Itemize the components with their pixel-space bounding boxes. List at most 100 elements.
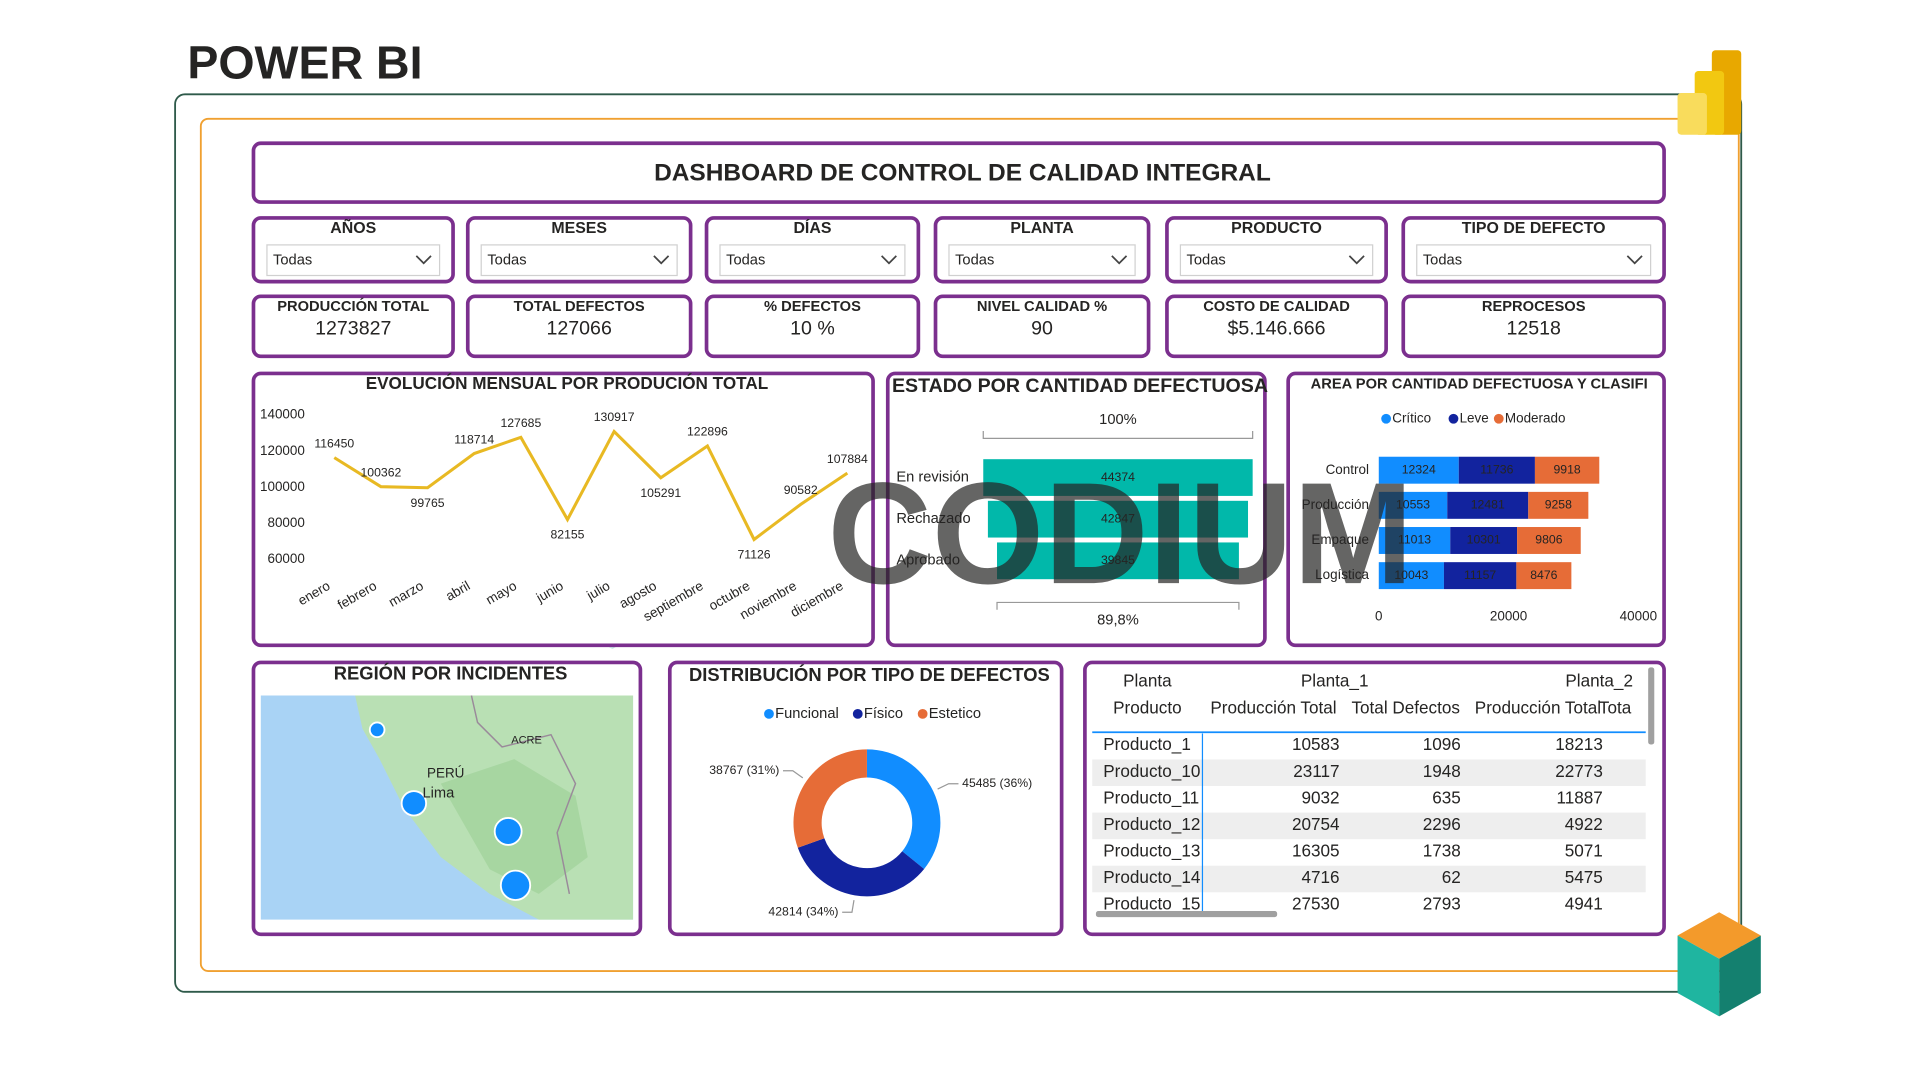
chart-title: EVOLUCIÓN MENSUAL POR PRODUCIÓN TOTAL (366, 373, 768, 393)
donut-slice (793, 749, 867, 848)
table-cell: Producto_13 (1103, 841, 1200, 861)
donut-slice (866, 749, 941, 869)
data-label: 8476 (1530, 568, 1557, 582)
table-cell: 18213 (1555, 734, 1603, 754)
chart-title: REGIÓN POR INCIDENTES (334, 663, 568, 684)
table-header: Planta_1 (1301, 671, 1369, 691)
data-label: 9806 (1535, 533, 1562, 547)
dropdown-value: Todas (273, 253, 312, 269)
map-bubble (499, 869, 532, 901)
panel (933, 294, 1151, 359)
table-header: Producción Total (1475, 698, 1601, 718)
bar-segment (1378, 456, 1459, 484)
category-label: Empaque (1311, 532, 1369, 547)
donut-slice (797, 838, 925, 897)
bracket (996, 601, 1240, 610)
bar-segment (1517, 527, 1581, 554)
data-label: 9258 (1545, 498, 1572, 512)
table-cell: 5475 (1565, 867, 1603, 887)
dropdown[interactable] (719, 244, 906, 277)
dashboard-title: DASHBOARD DE CONTROL DE CALIDAD INTEGRAL (654, 159, 1271, 186)
dropdown[interactable] (266, 244, 441, 277)
dropdown-value: Todas (1423, 253, 1462, 269)
row-shade (1092, 812, 1646, 840)
inner-frame (199, 117, 1740, 972)
table-cell: 4922 (1565, 814, 1603, 834)
h-scrollbar[interactable] (1095, 911, 1278, 918)
kpi-value: 127066 (547, 318, 612, 340)
powerbi-logo (1677, 50, 1742, 135)
watermark: CODIUM (827, 452, 1413, 614)
x-tick-label: 20000 (1490, 609, 1527, 624)
dropdown[interactable] (1179, 244, 1374, 277)
bar-segment (1378, 527, 1451, 554)
map-label: ACRE (511, 735, 542, 747)
row-shade (1092, 865, 1646, 893)
legend-label: Crítico (1392, 410, 1431, 425)
y-tick-label: 120000 (260, 443, 305, 458)
data-label: 127685 (500, 416, 541, 430)
data-label: 45485 (36%) (962, 776, 1032, 790)
map-bubble (400, 790, 428, 817)
table-cell: 4941 (1565, 894, 1603, 914)
leader-line (937, 783, 959, 790)
bar-segment (1378, 562, 1444, 590)
panel (1165, 294, 1388, 359)
leader-line (842, 900, 855, 913)
funnel-bar (987, 500, 1249, 538)
dropdown[interactable] (480, 244, 678, 277)
table-cell: Producto_12 (1103, 814, 1200, 834)
line (333, 428, 849, 542)
kpi-label: REPROCESOS (1482, 299, 1586, 315)
bracket (982, 431, 1254, 439)
data-label: 99765 (411, 496, 445, 510)
data-label: 116450 (314, 436, 354, 450)
data-label: 10301 (1467, 533, 1501, 547)
table-header: Total Defectos (1351, 698, 1460, 718)
data-label: 10043 (1394, 568, 1428, 582)
table-cell: Producto_1 (1103, 734, 1191, 754)
data-label: 38767 (31%) (709, 763, 779, 777)
dropdown-value: Todas (726, 253, 765, 269)
chevron (1348, 255, 1365, 265)
outer-frame (174, 93, 1743, 993)
v-scrollbar[interactable] (1648, 667, 1655, 745)
panel (251, 294, 455, 359)
funnel-bar (997, 542, 1239, 580)
dropdown[interactable] (1416, 244, 1652, 277)
category-label: Aprobado (896, 553, 960, 569)
kpi-value: $5.146.666 (1228, 318, 1326, 340)
table-cell: Producto_11 (1103, 787, 1199, 807)
filter-label: TIPO DE DEFECTO (1462, 220, 1606, 237)
chevron (1626, 255, 1643, 265)
table-cell: 4716 (1301, 867, 1339, 887)
data-label: 71126 (738, 548, 771, 562)
chart-title: ESTADO POR CANTIDAD DEFECTUOSA (892, 375, 1268, 397)
table-cell: 1096 (1423, 734, 1461, 754)
table-cell: 23117 (1293, 761, 1339, 781)
legend-dot (1493, 413, 1504, 424)
bar-segment (1378, 491, 1448, 519)
bar-segment (1447, 491, 1529, 519)
legend-label: Físico (864, 706, 903, 722)
table-cell: Producto_10 (1103, 761, 1200, 781)
data-label: 118714 (454, 432, 494, 446)
data-label: 105291 (640, 486, 681, 500)
legend-label: Moderado (1505, 410, 1566, 425)
data-label: 12324 (1402, 462, 1436, 476)
map-bubble (493, 817, 523, 846)
y-tick-label: 80000 (267, 515, 304, 530)
dropdown[interactable] (948, 244, 1136, 277)
table-cell: 2296 (1423, 814, 1461, 834)
dropdown-value: Todas (1187, 253, 1226, 269)
table-cell: 1948 (1423, 761, 1461, 781)
bar-segment (1443, 562, 1517, 590)
x-tick-label: 0 (1375, 609, 1382, 624)
map-label: PERÚ (427, 765, 464, 780)
table-header: Planta (1123, 671, 1172, 691)
data-label: 42814 (34%) (768, 904, 838, 918)
chart-title: DISTRIBUCIÓN POR TIPO DE DEFECTOS (689, 664, 1050, 685)
table-cell: 62 (1442, 867, 1461, 887)
data-label: 42847 (1101, 511, 1135, 525)
